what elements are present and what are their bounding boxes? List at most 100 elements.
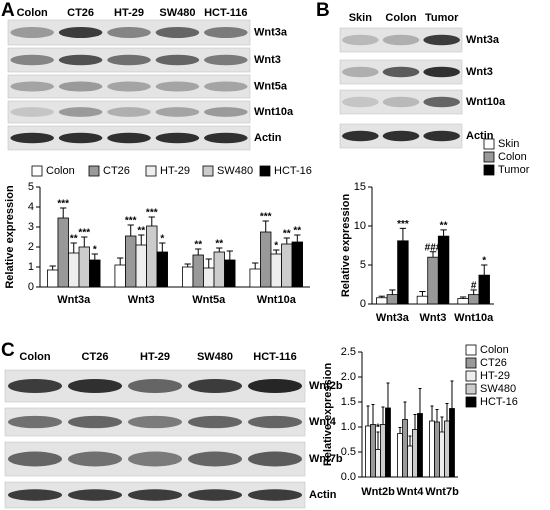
legend-swatch (465, 344, 477, 356)
bar (397, 240, 409, 305)
blot-band (423, 130, 460, 142)
lane-label: CT26 (67, 7, 94, 19)
legend-label: HT-29 (480, 370, 510, 382)
blot-band (204, 54, 248, 66)
bar (439, 431, 445, 478)
panel-label: B (316, 0, 330, 21)
blot-band (58, 132, 103, 144)
significance-label: ** (440, 221, 448, 232)
panel-label: A (1, 0, 15, 21)
blot-band (248, 378, 302, 394)
lane-label: SW480 (159, 7, 195, 19)
row-label: Wnt4 (309, 416, 337, 428)
blot-band (248, 489, 302, 501)
significance-label: * (274, 241, 278, 252)
significance-label: ** (283, 229, 291, 240)
blot-band (10, 132, 54, 144)
blot-band (128, 451, 182, 467)
bar (370, 424, 376, 478)
blot-band (58, 27, 103, 38)
panel-label: C (1, 340, 15, 361)
blot-band (204, 132, 248, 144)
lane-label: Skin (349, 12, 373, 24)
y-tick-label: 5 (360, 259, 366, 271)
bar (291, 241, 303, 288)
blot-band (248, 451, 302, 467)
row-label: Wnt3a (466, 34, 500, 46)
significance-label: * (482, 256, 486, 267)
legend-swatch (88, 165, 100, 177)
significance-label: *** (146, 208, 158, 219)
blot-band (107, 54, 151, 66)
blot-strip (7, 100, 251, 124)
y-tick-label: 2.0 (341, 371, 356, 383)
legend-label: HCT-16 (274, 165, 312, 177)
y-tick-label: 2 (28, 241, 34, 253)
x-tick-label: Wnt3 (128, 294, 155, 306)
y-tick-label: 1.5 (341, 396, 356, 408)
legend-swatch (465, 396, 477, 408)
legend-label: CT26 (480, 357, 507, 369)
lane-label: SW480 (197, 351, 233, 363)
x-tick-label: Wnt10a (454, 312, 494, 324)
blot-band (107, 81, 151, 92)
bar (135, 244, 147, 288)
blot-band (10, 81, 54, 92)
y-tick-label: 10 (354, 220, 366, 232)
lane-label: CT26 (82, 351, 109, 363)
bar (376, 297, 388, 305)
x-tick-label: Wnt3a (57, 294, 91, 306)
bar (444, 420, 450, 478)
row-label: Actin (254, 132, 282, 144)
significance-label: # (471, 281, 477, 292)
blot-band (204, 107, 248, 117)
blot-band (155, 81, 200, 92)
lane-label: Colon (19, 351, 50, 363)
bar (402, 419, 408, 478)
blot-band (155, 54, 200, 66)
y-tick-label: 2.5 (341, 346, 356, 358)
legend-label: HT-29 (160, 165, 190, 177)
blot-band (58, 81, 103, 92)
x-tick-label: Wnt4 (397, 486, 425, 498)
legend-swatch (465, 357, 477, 369)
significance-label: ** (70, 234, 78, 245)
legend-label: SW480 (217, 165, 253, 177)
x-tick-label: Wnt3a (376, 312, 410, 324)
bar (224, 259, 236, 288)
blot-band (382, 96, 420, 108)
blot-band (8, 415, 62, 429)
row-label: Wnt7b (309, 453, 343, 465)
y-tick-label: 0.5 (341, 446, 356, 458)
row-label: Wnt10a (466, 96, 506, 108)
significance-label: ** (194, 240, 202, 251)
bar (68, 252, 80, 288)
blot-band (10, 107, 54, 117)
blot-band (423, 96, 460, 108)
bar (417, 413, 423, 478)
bar (281, 243, 293, 288)
bar (78, 246, 90, 288)
legend-label: Colon (498, 151, 527, 163)
row-label: Wnt3 (254, 54, 281, 66)
y-tick-label: 0.0 (341, 471, 356, 483)
blot-band (68, 451, 122, 467)
lane-label: Colon (17, 7, 48, 19)
row-label: Wnt10a (254, 106, 294, 118)
significance-label: *** (260, 212, 272, 223)
blot-band (382, 34, 420, 46)
blot-band (342, 34, 379, 46)
legend-label: Colon (480, 344, 509, 356)
bar (47, 269, 59, 288)
bar (427, 256, 439, 305)
blot-band (342, 66, 379, 78)
y-tick-label: 3 (28, 221, 34, 233)
blot-band (68, 415, 122, 429)
bar (89, 259, 101, 288)
bar (412, 429, 418, 478)
significance-label: *** (397, 219, 409, 230)
blot-band (8, 378, 62, 394)
legend-swatch (483, 138, 495, 150)
blot-band (382, 66, 420, 78)
bar (407, 445, 413, 478)
